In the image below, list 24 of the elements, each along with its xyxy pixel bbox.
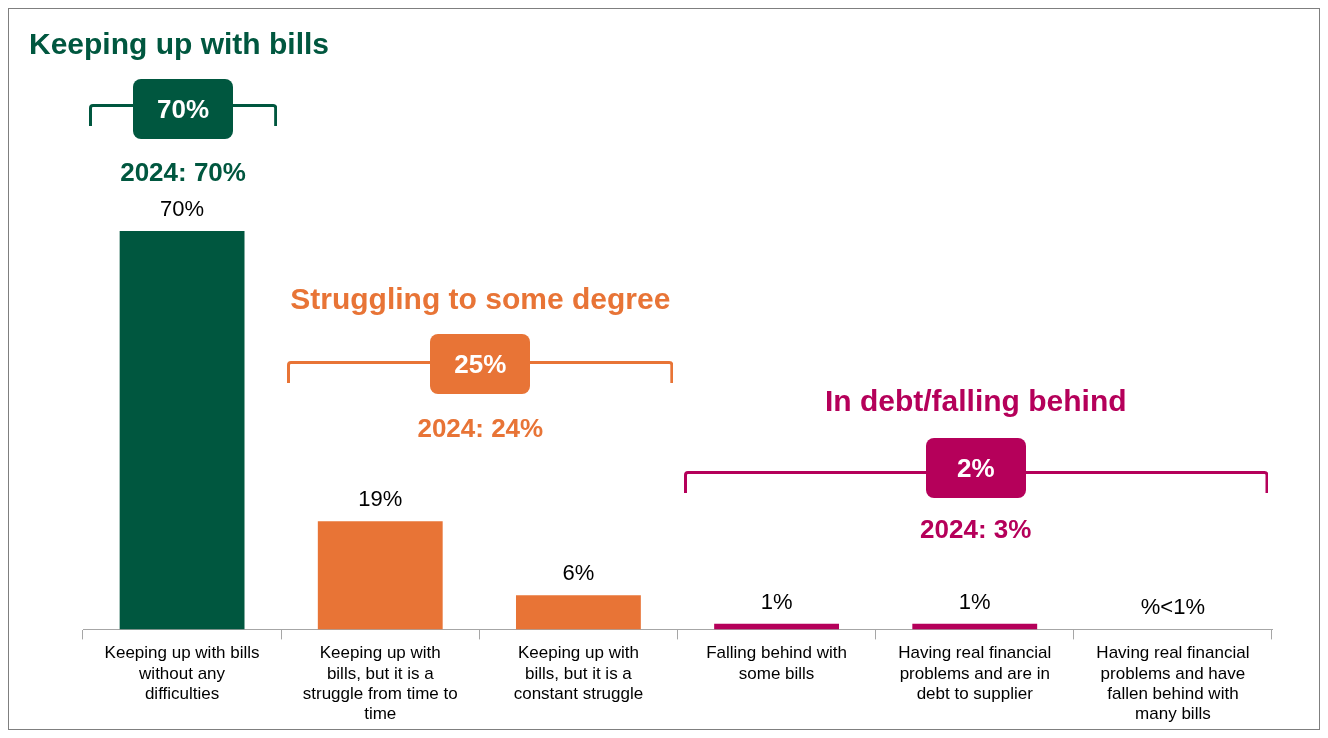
data-label: 19% bbox=[358, 486, 403, 512]
x-tick-label: Keeping up with bills, but it is a struggle from time to time bbox=[302, 643, 458, 724]
data-label: %<1% bbox=[1140, 594, 1206, 620]
bar bbox=[317, 521, 443, 630]
x-tick-label: Keeping up with bills without any difficulties bbox=[104, 643, 260, 704]
annotation: Struggling to some degree bbox=[290, 282, 671, 315]
x-tick-label: Having real financial problems and have fallen behind with many bills bbox=[1096, 643, 1250, 724]
annotation: 2% bbox=[956, 452, 995, 484]
annotation: 25% bbox=[454, 348, 507, 380]
text: 70% bbox=[157, 93, 210, 125]
text: Keeping up with bills bbox=[29, 27, 329, 61]
x-tick-label: Having real financial problems and are in debt to supplier bbox=[898, 643, 1052, 704]
annotation: In debt/falling behind bbox=[824, 384, 1127, 417]
data-label: 6% bbox=[562, 560, 595, 586]
x-tick-label: Falling behind with some bills bbox=[706, 643, 847, 683]
bar bbox=[119, 231, 245, 630]
x-tick-label: Keeping up with bills, but it is a constant struggle bbox=[513, 643, 644, 704]
bar bbox=[515, 595, 641, 630]
text: 2024: 70% bbox=[120, 157, 246, 187]
annotation: 2024: 24% bbox=[417, 413, 544, 443]
data-label: 70% bbox=[160, 196, 205, 222]
annotation: 2024: 3% bbox=[920, 514, 1032, 544]
data-label: 1% bbox=[760, 588, 793, 614]
data-label: 1% bbox=[958, 588, 991, 614]
